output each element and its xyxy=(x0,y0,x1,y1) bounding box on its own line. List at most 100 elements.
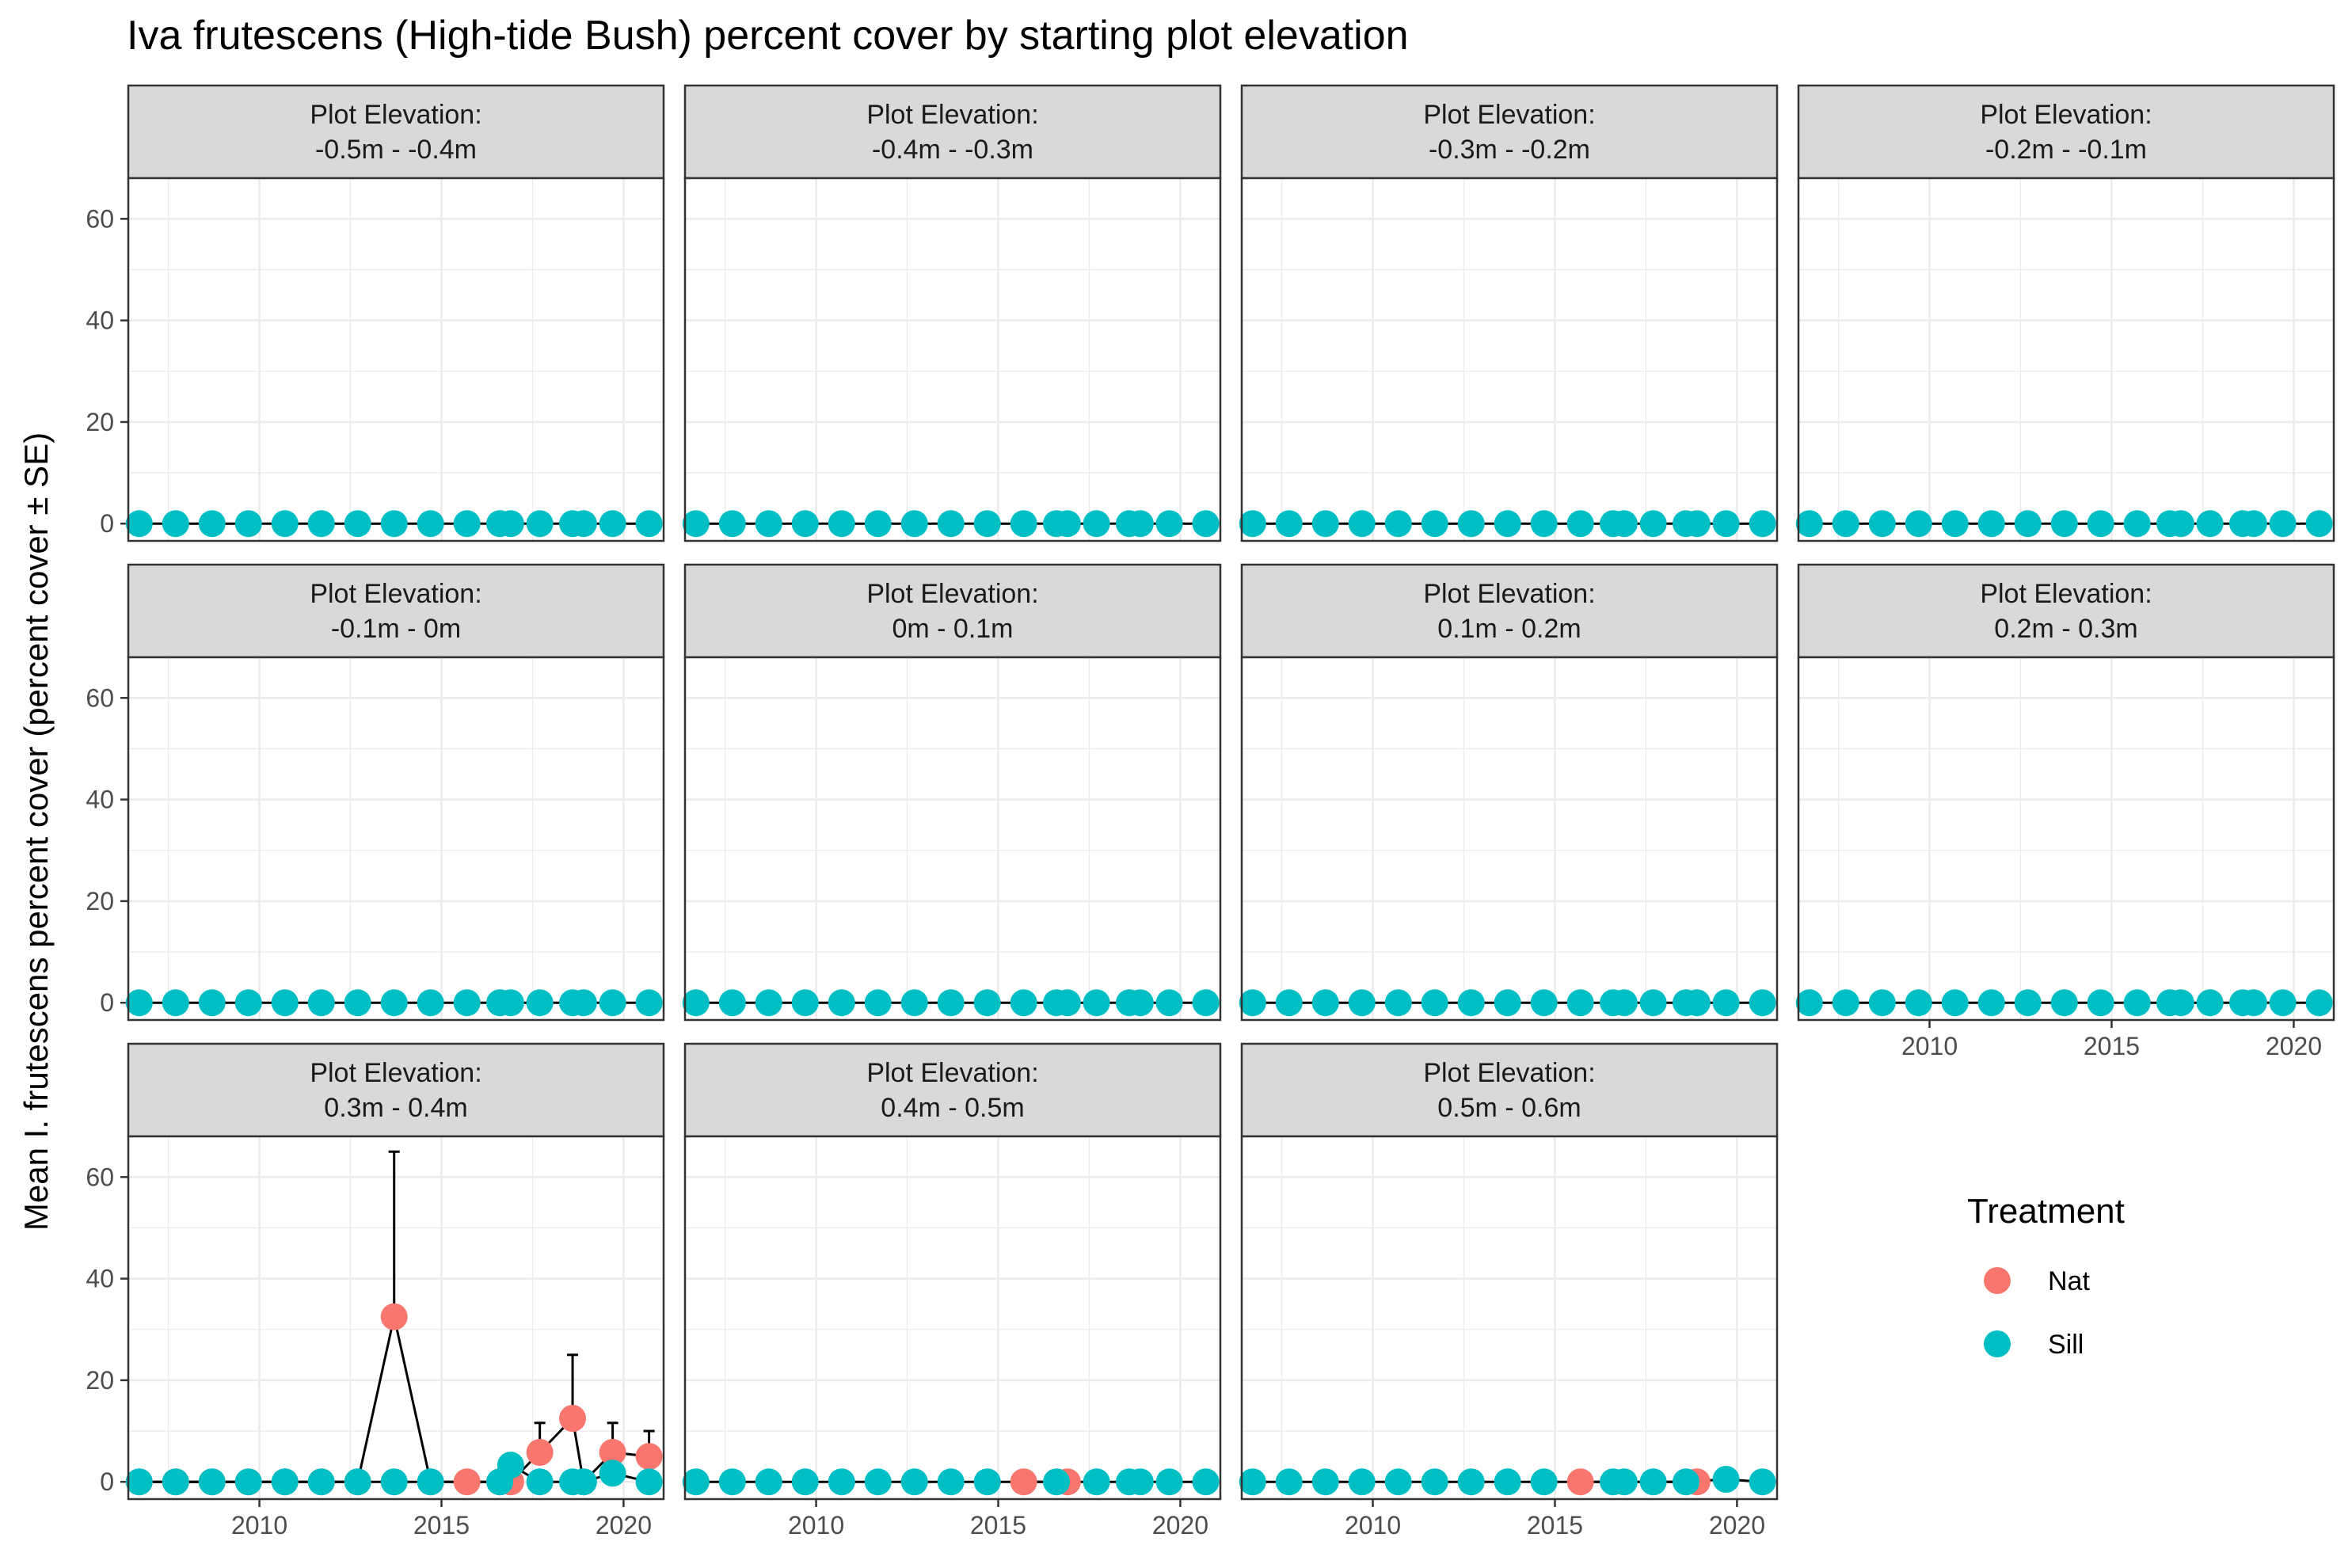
data-point-sill xyxy=(937,510,965,538)
facet-panel: Plot Elevation: -0.3m - -0.2m xyxy=(1239,84,1779,542)
data-point-sill xyxy=(2305,989,2333,1017)
facet-strip-label: Plot Elevation: xyxy=(310,579,481,609)
data-point-sill xyxy=(1155,989,1183,1017)
data-point-sill xyxy=(271,1468,299,1496)
data-point-sill xyxy=(1977,989,2005,1017)
data-point-sill xyxy=(125,510,153,538)
data-point-sill xyxy=(1530,510,1558,538)
panel-border xyxy=(683,656,1222,1022)
data-point-sill xyxy=(453,989,481,1017)
data-point-sill xyxy=(1010,989,1037,1017)
plot-area xyxy=(685,1136,1220,1499)
data-point-sill xyxy=(718,989,746,1017)
data-point-sill xyxy=(1530,989,1558,1017)
data-point-sill xyxy=(1639,989,1667,1017)
data-point-sill xyxy=(2123,510,2151,538)
data-point-sill xyxy=(2196,989,2224,1017)
x-tick-label: 2010 xyxy=(231,1511,287,1539)
data-point-sill xyxy=(1348,1468,1376,1496)
facet-strip-range: 0.4m - 0.5m xyxy=(881,1093,1024,1123)
data-point-sill xyxy=(1683,510,1711,538)
data-point-sill xyxy=(1010,510,1037,538)
facet-strip-range: -0.5m - -0.4m xyxy=(315,135,477,165)
data-point-sill xyxy=(973,1468,1001,1496)
data-point-sill xyxy=(1348,510,1376,538)
data-point-sill xyxy=(937,1468,965,1496)
data-point-sill xyxy=(1083,989,1110,1017)
data-point-sill xyxy=(1384,989,1412,1017)
plot-area xyxy=(685,657,1220,1020)
data-point-sill xyxy=(2050,510,2078,538)
data-point-sill xyxy=(718,510,746,538)
facet-panel: Plot Elevation: 0.1m - 0.2m xyxy=(1239,563,1779,1022)
x-tick-label: 2020 xyxy=(1152,1511,1208,1539)
data-point-sill xyxy=(198,1468,226,1496)
x-tick-label: 2020 xyxy=(596,1511,652,1539)
facet-strip xyxy=(1240,1042,1779,1138)
data-point-sill xyxy=(1673,1468,1700,1496)
facet-strip-range: 0.5m - 0.6m xyxy=(1437,1093,1581,1123)
data-point-sill xyxy=(1795,510,1823,538)
data-point-sill xyxy=(1155,510,1183,538)
data-point-sill xyxy=(2123,989,2151,1017)
data-point-sill xyxy=(1749,989,1776,1017)
plot-area xyxy=(1242,178,1777,541)
plot-area xyxy=(1242,657,1777,1020)
panel-border xyxy=(683,177,1222,542)
data-point-sill xyxy=(1749,1468,1776,1496)
data-point-sill xyxy=(1977,510,2005,538)
data-point-sill xyxy=(1421,989,1448,1017)
data-point-sill xyxy=(307,1468,335,1496)
data-point-sill xyxy=(1941,510,1969,538)
data-point-nat xyxy=(1010,1468,1037,1496)
data-point-sill xyxy=(1683,989,1711,1017)
facet-strip-range: -0.2m - -0.1m xyxy=(1985,135,2147,165)
data-point-nat xyxy=(599,1438,626,1466)
data-point-sill xyxy=(2167,989,2194,1017)
data-point-sill xyxy=(1566,510,1594,538)
x-tick-label: 2020 xyxy=(1709,1511,1765,1539)
data-point-sill xyxy=(1348,989,1376,1017)
data-point-nat xyxy=(559,1405,587,1433)
data-point-sill xyxy=(599,989,626,1017)
x-tick-label: 2015 xyxy=(970,1511,1026,1539)
facet-strip xyxy=(1797,84,2335,180)
facet-panel: Plot Elevation: -0.4m - -0.3m xyxy=(682,84,1222,542)
plot-area xyxy=(1242,1136,1777,1499)
y-tick-label: 40 xyxy=(86,1265,114,1293)
data-point-sill xyxy=(162,510,189,538)
data-point-sill xyxy=(380,510,408,538)
data-point-sill xyxy=(526,989,554,1017)
data-point-sill xyxy=(864,1468,892,1496)
data-point-sill xyxy=(417,1468,444,1496)
data-point-sill xyxy=(1192,989,1220,1017)
x-tick-label: 2015 xyxy=(413,1511,470,1539)
panel-border xyxy=(1240,177,1779,542)
data-point-nat xyxy=(635,1443,663,1471)
data-point-sill xyxy=(1239,510,1266,538)
facet-strip-label: Plot Elevation: xyxy=(866,100,1038,130)
data-point-sill xyxy=(344,510,371,538)
data-point-sill xyxy=(791,510,819,538)
data-point-sill xyxy=(1795,989,1823,1017)
data-point-sill xyxy=(307,510,335,538)
data-point-sill xyxy=(1868,510,1896,538)
y-tick-label: 20 xyxy=(86,408,114,436)
data-point-sill xyxy=(1126,989,1154,1017)
data-point-sill xyxy=(125,1468,153,1496)
facet-strip-range: 0m - 0.1m xyxy=(892,614,1013,644)
data-point-sill xyxy=(1457,1468,1485,1496)
data-point-sill xyxy=(1083,510,1110,538)
data-point-sill xyxy=(234,510,262,538)
x-tick-label: 2015 xyxy=(1527,1511,1583,1539)
legend-label-nat: Nat xyxy=(2048,1266,2090,1296)
facet-strip-range: 0.1m - 0.2m xyxy=(1437,614,1581,644)
facet-strip-range: 0.2m - 0.3m xyxy=(1994,614,2137,644)
facet-panel: Plot Elevation: 0m - 0.1m xyxy=(682,563,1222,1022)
data-point-sill xyxy=(125,989,153,1017)
data-point-sill xyxy=(569,510,597,538)
facet-strip xyxy=(1797,563,2335,659)
data-point-sill xyxy=(635,989,663,1017)
data-point-nat xyxy=(380,1303,408,1330)
facet-panel: Plot Elevation: 0.5m - 0.6m 2010 2015 2020 xyxy=(1239,1042,1779,1539)
